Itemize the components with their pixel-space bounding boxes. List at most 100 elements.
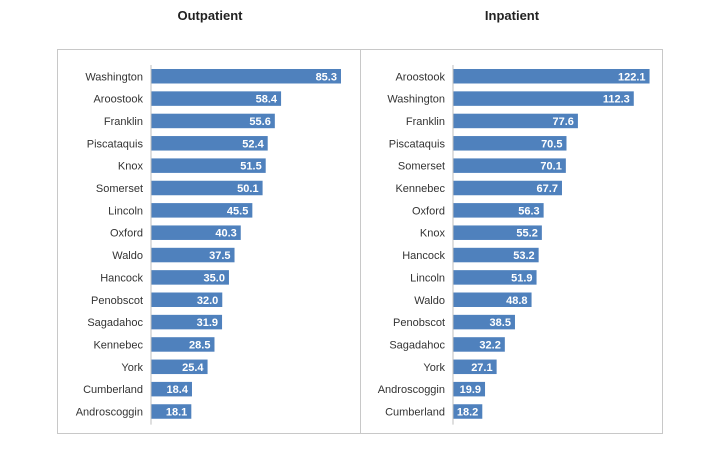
inpatient-bar: [453, 69, 650, 84]
outpatient-category-label: Knox: [118, 161, 144, 173]
inpatient-value-label: 67.7: [537, 183, 558, 195]
outpatient-value-label: 45.5: [227, 205, 248, 217]
outpatient-bar: [151, 314, 223, 330]
outpatient-category-label: Sagadahoc: [87, 317, 143, 329]
inpatient-value-label: 48.8: [506, 295, 527, 307]
outpatient-bar-chart: Washington 85.3 Aroostook 58.4 Franklin 55.6 P…: [76, 65, 341, 425]
inpatient-category-label: Somerset: [398, 161, 445, 173]
inpatient-category-label: Cumberland: [385, 407, 445, 419]
outpatient-bar: [151, 292, 223, 307]
outpatient-value-label: 25.4: [182, 362, 204, 374]
outpatient-category-label: Washington: [85, 71, 143, 83]
outpatient-value-label: 58.4: [256, 94, 278, 106]
inpatient-bar: [453, 404, 483, 419]
inpatient-bar: [453, 136, 567, 151]
inpatient-bar: [453, 180, 562, 196]
inpatient-category-label: Penobscot: [393, 317, 445, 329]
inpatient-category-label: Piscataquis: [389, 138, 446, 150]
panel-divider: [360, 49, 361, 434]
inpatient-bar: [453, 381, 486, 397]
inpatient-bar: [453, 292, 532, 307]
inpatient-category-label: Kennebec: [395, 183, 445, 195]
outpatient-category-label: Hancock: [100, 272, 143, 284]
outpatient-bar: [151, 180, 263, 196]
inpatient-category-label: Androscoggin: [378, 384, 445, 396]
inpatient-category-label: Waldo: [414, 295, 445, 307]
outpatient-value-label: 28.5: [189, 339, 210, 351]
inpatient-category-label: Hancock: [402, 250, 445, 262]
inpatient-bar: [453, 113, 578, 129]
inpatient-bar: [453, 225, 542, 240]
inpatient-value-label: 32.2: [479, 339, 500, 351]
inpatient-value-label: 18.2: [457, 407, 478, 419]
inpatient-value-label: 56.3: [518, 205, 539, 217]
outpatient-bar: [151, 225, 241, 240]
inpatient-bar: [453, 314, 515, 330]
inpatient-value-label: 27.1: [471, 362, 492, 374]
outpatient-category-label: Penobscot: [91, 295, 143, 307]
outpatient-value-label: 32.0: [197, 295, 218, 307]
outpatient-bar: [151, 337, 215, 352]
outpatient-bar: [151, 359, 208, 375]
inpatient-category-label: Washington: [387, 94, 445, 106]
outpatient-category-label: Androscoggin: [76, 407, 143, 419]
inpatient-value-label: 55.2: [516, 228, 537, 240]
outpatient-category-label: Somerset: [96, 183, 143, 195]
inpatient-value-label: 70.5: [541, 138, 562, 150]
inpatient-category-label: York: [423, 362, 445, 374]
inpatient-value-label: 51.9: [511, 272, 532, 284]
outpatient-category-label: Waldo: [112, 250, 143, 262]
outpatient-category-label: Oxford: [110, 228, 143, 240]
inpatient-value-label: 70.1: [540, 161, 561, 173]
inpatient-value-label: 112.3: [603, 94, 630, 106]
outpatient-chart-title: Outpatient: [177, 8, 243, 23]
inpatient-category-label: Aroostook: [395, 71, 445, 83]
inpatient-bar: [453, 247, 539, 263]
outpatient-value-label: 55.6: [249, 116, 270, 128]
outpatient-category-label: Lincoln: [108, 205, 143, 217]
inpatient-chart-title: Inpatient: [484, 8, 540, 23]
inpatient-bar: [453, 91, 634, 106]
inpatient-value-label: 19.9: [460, 384, 481, 396]
outpatient-category-label: Cumberland: [83, 384, 143, 396]
inpatient-value-label: 53.2: [513, 250, 534, 262]
outpatient-bar: [151, 247, 235, 263]
outpatient-bar: [151, 203, 253, 218]
inpatient-category-label: Knox: [420, 228, 446, 240]
inpatient-category-label: Sagadahoc: [389, 339, 445, 351]
inpatient-category-label: Oxford: [412, 205, 445, 217]
outpatient-value-label: 40.3: [215, 228, 236, 240]
inpatient-bar: [453, 203, 544, 218]
outpatient-value-label: 18.4: [167, 384, 189, 396]
inpatient-bar: [453, 337, 505, 352]
outpatient-value-label: 37.5: [209, 250, 230, 262]
inpatient-bar: [453, 270, 537, 285]
outpatient-bar: [151, 69, 341, 84]
outpatient-category-label: Aroostook: [93, 94, 143, 106]
outpatient-category-label: Franklin: [104, 116, 143, 128]
outpatient-category-label: Piscataquis: [87, 138, 144, 150]
outpatient-value-label: 18.1: [166, 407, 187, 419]
outpatient-bar: [151, 158, 266, 173]
inpatient-category-label: Franklin: [406, 116, 445, 128]
outpatient-value-label: 85.3: [316, 71, 337, 83]
outpatient-bar: [151, 404, 192, 419]
inpatient-value-label: 77.6: [552, 116, 573, 128]
outpatient-bar: [151, 91, 282, 106]
outpatient-value-label: 31.9: [197, 317, 218, 329]
inpatient-value-label: 38.5: [490, 317, 511, 329]
inpatient-bar: [453, 359, 497, 375]
outpatient-category-label: York: [121, 362, 143, 374]
outpatient-value-label: 52.4: [242, 138, 264, 150]
outpatient-value-label: 51.5: [240, 161, 261, 173]
outpatient-bar: [151, 381, 192, 397]
outpatient-bar: [151, 270, 229, 285]
outpatient-bar: [151, 136, 268, 151]
outpatient-bar: [151, 113, 275, 129]
inpatient-bar: [453, 158, 566, 173]
inpatient-value-label: 122.1: [618, 71, 646, 83]
outpatient-value-label: 50.1: [237, 183, 258, 195]
inpatient-category-label: Lincoln: [410, 272, 445, 284]
outpatient-value-label: 35.0: [204, 272, 225, 284]
